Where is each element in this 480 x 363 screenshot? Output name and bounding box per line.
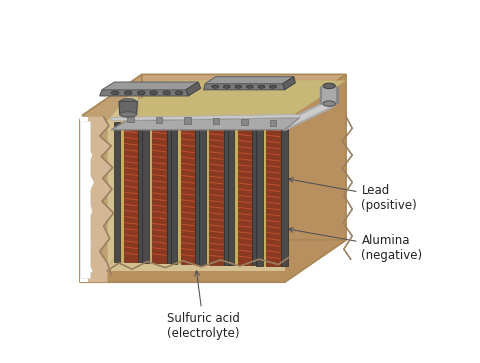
Ellipse shape xyxy=(120,99,136,104)
Ellipse shape xyxy=(120,106,136,111)
Polygon shape xyxy=(81,117,285,282)
Ellipse shape xyxy=(323,83,336,89)
Polygon shape xyxy=(213,118,219,125)
Polygon shape xyxy=(184,118,191,124)
Polygon shape xyxy=(142,123,149,263)
Ellipse shape xyxy=(120,111,136,115)
Polygon shape xyxy=(195,124,202,264)
Ellipse shape xyxy=(120,101,136,105)
Polygon shape xyxy=(283,77,295,90)
Polygon shape xyxy=(256,126,263,266)
Polygon shape xyxy=(81,117,114,282)
Ellipse shape xyxy=(323,101,336,106)
Polygon shape xyxy=(123,122,138,262)
Ellipse shape xyxy=(163,91,170,95)
Ellipse shape xyxy=(122,107,134,111)
Polygon shape xyxy=(127,116,133,122)
Ellipse shape xyxy=(120,103,136,107)
Polygon shape xyxy=(100,90,188,96)
Ellipse shape xyxy=(246,85,253,88)
Text: Lead
(positive): Lead (positive) xyxy=(288,178,417,212)
Text: Alumina
(negative): Alumina (negative) xyxy=(288,228,422,262)
Ellipse shape xyxy=(269,85,276,88)
Ellipse shape xyxy=(120,112,137,117)
Polygon shape xyxy=(119,101,137,114)
Polygon shape xyxy=(108,121,285,271)
Text: Sulfuric acid
(electrolyte): Sulfuric acid (electrolyte) xyxy=(167,271,240,339)
Polygon shape xyxy=(270,120,276,126)
Ellipse shape xyxy=(120,102,136,107)
Polygon shape xyxy=(206,125,209,265)
Polygon shape xyxy=(285,74,346,282)
Ellipse shape xyxy=(120,107,136,112)
Ellipse shape xyxy=(120,103,136,108)
Polygon shape xyxy=(178,124,180,264)
Ellipse shape xyxy=(121,111,135,115)
Ellipse shape xyxy=(120,107,136,111)
Polygon shape xyxy=(149,123,152,263)
Polygon shape xyxy=(120,122,123,262)
Ellipse shape xyxy=(258,85,265,88)
Ellipse shape xyxy=(120,100,136,105)
Ellipse shape xyxy=(150,91,157,95)
Polygon shape xyxy=(108,83,138,267)
Polygon shape xyxy=(204,83,285,90)
Polygon shape xyxy=(156,117,162,123)
Ellipse shape xyxy=(120,105,136,109)
Ellipse shape xyxy=(120,99,136,103)
Ellipse shape xyxy=(120,109,136,114)
Ellipse shape xyxy=(124,91,132,95)
Polygon shape xyxy=(102,82,198,90)
Polygon shape xyxy=(199,125,206,265)
Polygon shape xyxy=(111,114,300,121)
Ellipse shape xyxy=(175,91,183,95)
Polygon shape xyxy=(111,118,300,130)
Polygon shape xyxy=(263,126,266,266)
Polygon shape xyxy=(152,123,167,263)
Polygon shape xyxy=(81,240,346,282)
Polygon shape xyxy=(170,124,178,264)
Polygon shape xyxy=(266,126,281,266)
Polygon shape xyxy=(114,122,120,262)
Ellipse shape xyxy=(120,111,136,116)
Ellipse shape xyxy=(137,91,145,95)
Polygon shape xyxy=(252,125,259,265)
Polygon shape xyxy=(224,125,230,265)
Ellipse shape xyxy=(120,101,136,106)
Ellipse shape xyxy=(120,110,136,114)
Polygon shape xyxy=(234,125,238,265)
Polygon shape xyxy=(281,126,288,266)
Ellipse shape xyxy=(120,108,136,113)
Polygon shape xyxy=(138,122,145,262)
Ellipse shape xyxy=(235,85,242,88)
Polygon shape xyxy=(81,117,88,282)
Ellipse shape xyxy=(120,105,136,110)
Ellipse shape xyxy=(223,85,230,88)
Polygon shape xyxy=(186,82,201,96)
Polygon shape xyxy=(228,125,234,265)
Polygon shape xyxy=(238,125,252,265)
Polygon shape xyxy=(209,125,224,265)
Polygon shape xyxy=(108,81,346,121)
Polygon shape xyxy=(81,121,90,278)
Polygon shape xyxy=(167,123,174,263)
Polygon shape xyxy=(81,74,142,282)
Polygon shape xyxy=(180,124,195,264)
Ellipse shape xyxy=(111,91,119,95)
Ellipse shape xyxy=(212,85,219,88)
Polygon shape xyxy=(241,119,248,125)
Polygon shape xyxy=(205,77,294,83)
Polygon shape xyxy=(81,74,346,117)
